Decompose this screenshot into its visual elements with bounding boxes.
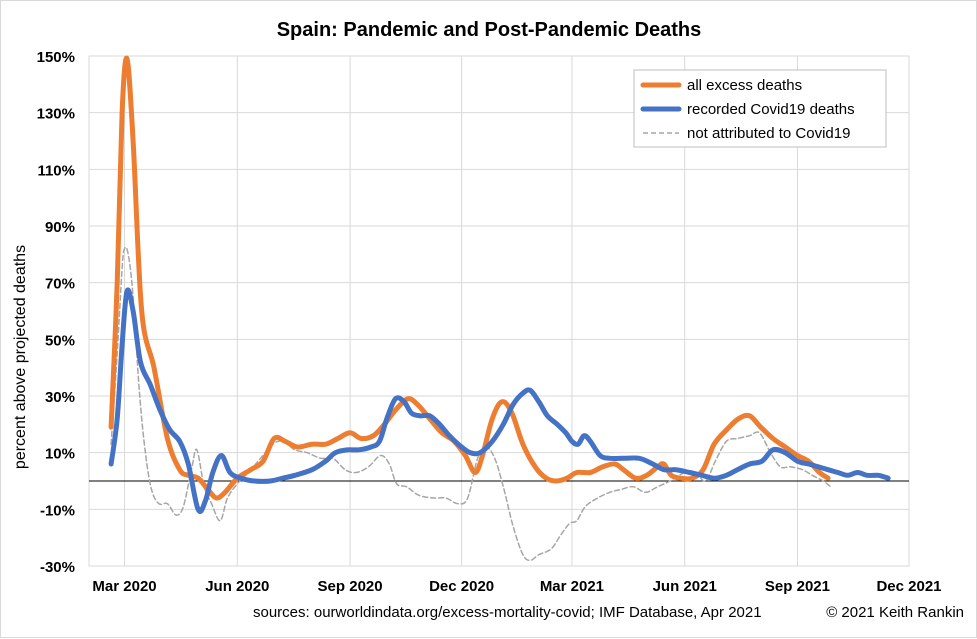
y-tick-label: -30% [40,559,75,576]
x-tick-label: Sep 2021 [765,578,830,595]
chart-title-rest: : Pandemic and Post-Pandemic Deaths [331,19,701,41]
series-lines [108,55,891,562]
legend-item-all-excess: all excess deaths [640,77,802,94]
legend: all excess deaths recorded Covid19 death… [633,69,887,148]
legend-item-not-attributed: not attributed to Covid19 [643,125,850,142]
x-tick-label: Dec 2020 [429,578,494,595]
y-tick-label: -10% [40,502,75,519]
y-tick-label: 50% [45,332,75,349]
y-tick-label: 10% [45,446,75,463]
copyright-note: © 2021 Keith Rankin [826,604,964,621]
y-tick-label: 130% [37,106,75,123]
series-line-not-attributed-to-covid19 [110,246,832,562]
x-tick-label: Mar 2020 [92,578,156,595]
x-tick-label: Mar 2021 [540,578,604,595]
y-tick-label: 90% [45,219,75,236]
y-tick-label: 30% [45,389,75,406]
y-tick-label: 150% [37,49,75,66]
sources-note: sources: ourworldindata.org/excess-morta… [253,604,762,621]
x-axis-ticks: Mar 2020 Jun 2020 Sep 2020 Dec 2020 Mar 2021… [92,578,941,595]
y-axis-label: percent above projected deaths [12,245,29,469]
x-tick-label: Jun 2020 [205,578,269,595]
x-tick-label: Dec 2021 [876,578,941,595]
legend-label-not-attributed: not attributed to Covid19 [687,125,850,142]
x-tick-label: Jun 2021 [653,578,717,595]
legend-label-all-excess: all excess deaths [687,77,802,94]
chart-title: Spain: Pandemic and Post-Pandemic Deaths [277,19,702,41]
series-line-recorded-covid19-deaths [108,287,891,514]
legend-item-recorded-covid: recorded Covid19 deaths [640,101,855,118]
chart-title-country: Spain [277,19,331,41]
x-tick-label: Sep 2020 [318,578,383,595]
legend-label-recorded-covid: recorded Covid19 deaths [687,101,855,118]
y-tick-label: 110% [37,162,75,179]
y-tick-label: 70% [45,276,75,293]
y-axis-ticks: 150% 130% 110% 90% 70% 50% 30% 10% -10% -30% [37,49,75,576]
